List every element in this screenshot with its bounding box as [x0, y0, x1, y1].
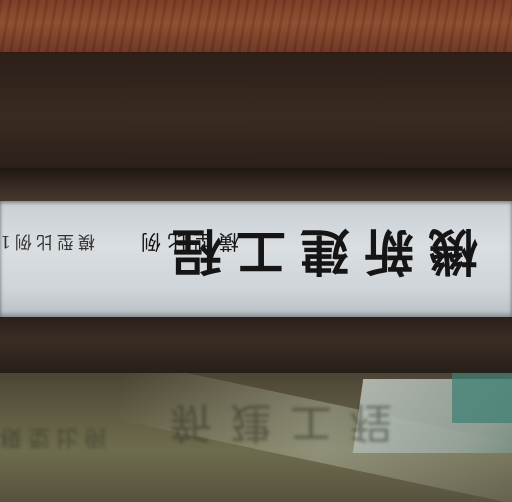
wooden-surface — [0, 0, 512, 52]
display-frame-edge — [0, 168, 512, 204]
plaque-small-caption: 模型比例1 — [0, 231, 95, 251]
plaque-main-text: 機新建工程 — [158, 222, 478, 281]
display-frame-top — [0, 52, 512, 170]
display-frame-bottom — [0, 317, 512, 373]
name-plaque: 模型比例1 橫型比例 機新建工程 — [0, 201, 512, 317]
glass-reflection: 新建工程 模型比例 — [0, 373, 512, 502]
teal-reflection — [452, 373, 512, 423]
reflected-main-text: 新建工程 — [170, 398, 411, 447]
reflected-small-text: 模型比例 — [0, 424, 113, 449]
